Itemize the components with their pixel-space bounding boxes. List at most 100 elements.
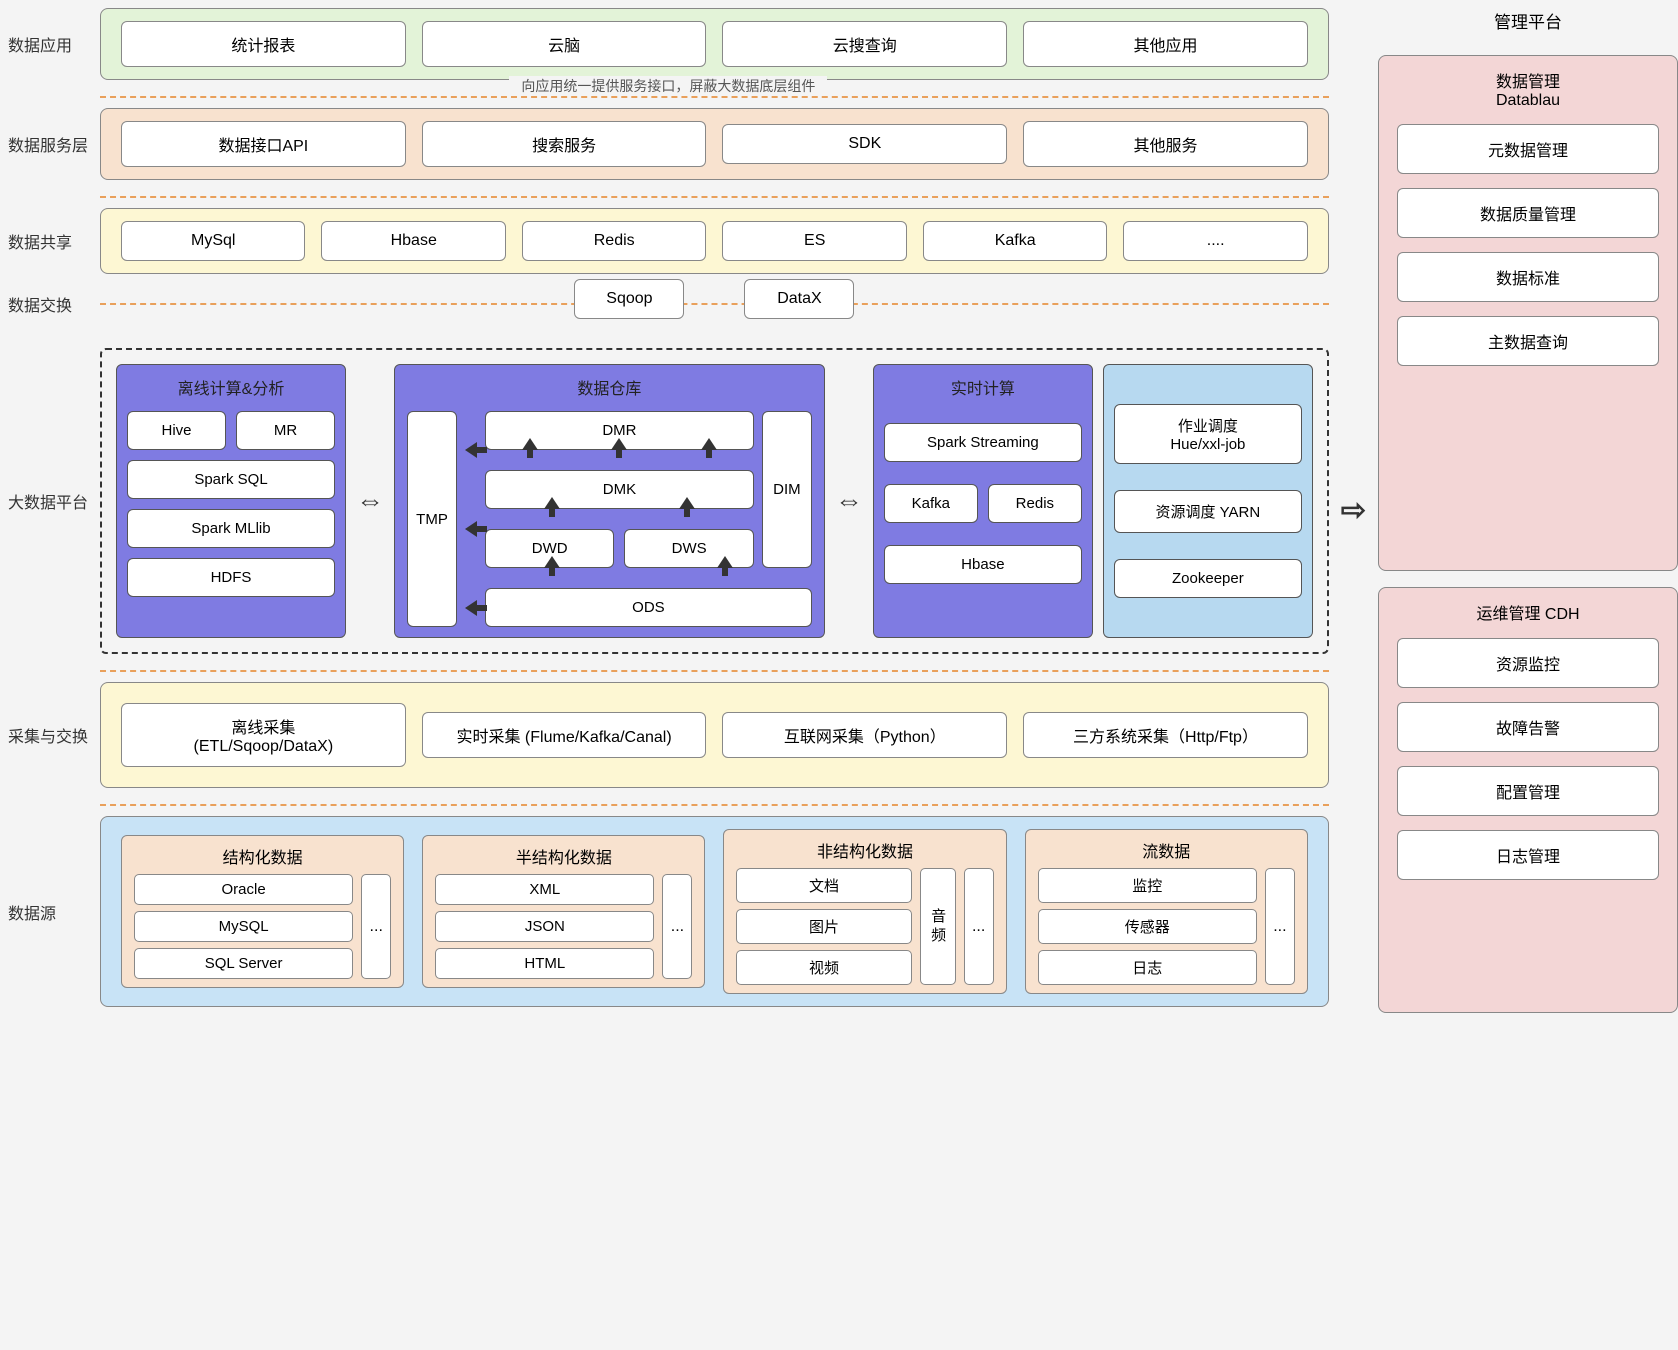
offline-item: MR <box>236 411 335 450</box>
mgmt-group2: 运维管理 CDH 资源监控 故障告警 配置管理 日志管理 <box>1378 587 1678 1014</box>
source-item: 文档 <box>736 868 911 903</box>
wh-tmp: TMP <box>407 411 457 627</box>
exchange-items: Sqoop DataX <box>100 279 1329 319</box>
source-item: JSON <box>435 911 654 942</box>
layer-label-service: 数据服务层 <box>8 132 100 156</box>
source-item: 传感器 <box>1038 909 1257 944</box>
left-arrow-icon <box>465 442 477 458</box>
offline-item: Hive <box>127 411 226 450</box>
source-more: ... <box>964 868 994 985</box>
source-list: 监控传感器日志 <box>1038 868 1257 985</box>
share-item: Hbase <box>321 221 505 261</box>
mgmt-item: 元数据管理 <box>1397 124 1659 174</box>
mgmt-item: 故障告警 <box>1397 702 1659 752</box>
mgmt-header: 管理平台 <box>1378 8 1678 33</box>
wh-dim: DIM <box>762 411 812 568</box>
divider <box>100 196 1329 198</box>
source-body: 监控传感器日志... <box>1038 868 1295 985</box>
sched-panel: 作业调度 Hue/xxl-job 资源调度 YARN Zookeeper <box>1103 364 1313 638</box>
realtime-item: Spark Streaming <box>884 423 1082 462</box>
share-item: .... <box>1123 221 1307 261</box>
source-item: XML <box>435 874 654 905</box>
mgmt-g2-title: 运维管理 CDH <box>1397 600 1659 624</box>
offline-panel: 离线计算&分析 Hive MR Spark SQL Spark MLlib HD… <box>116 364 346 638</box>
mgmt-item: 数据标准 <box>1397 252 1659 302</box>
offline-item: Spark MLlib <box>127 509 335 548</box>
layer-share: 数据共享 MySql Hbase Redis ES Kafka .... <box>8 208 1329 274</box>
layer-source: 数据源 结构化数据OracleMySQLSQL Server...半结构化数据X… <box>8 816 1329 1007</box>
warehouse-title: 数据仓库 <box>407 375 812 399</box>
source-more: ... <box>361 874 391 979</box>
collect-container: 离线采集 (ETL/Sqoop/DataX) 实时采集 (Flume/Kafka… <box>100 682 1329 788</box>
service-item: 其他服务 <box>1023 121 1308 167</box>
source-group: 非结构化数据文档图片视频音频... <box>723 829 1006 994</box>
mgmt-item: 数据质量管理 <box>1397 188 1659 238</box>
service-item: SDK <box>722 124 1007 164</box>
app-item: 其他应用 <box>1023 21 1308 67</box>
offline-item: HDFS <box>127 558 335 597</box>
bigdata-container: 离线计算&分析 Hive MR Spark SQL Spark MLlib HD… <box>100 348 1329 654</box>
share-item: ES <box>722 221 906 261</box>
wh-dmk: DMK <box>485 470 754 509</box>
warehouse-panel: 数据仓库 TMP DMR <box>394 364 825 638</box>
left-arrow-icon <box>465 521 477 537</box>
exchange-item: DataX <box>744 279 854 319</box>
share-container: MySql Hbase Redis ES Kafka .... <box>100 208 1329 274</box>
right-arrow-icon: ⇨ <box>1341 493 1366 528</box>
up-arrow-icon <box>522 438 538 450</box>
source-list: XML JSON HTML <box>435 874 654 979</box>
divider <box>100 804 1329 806</box>
source-group: 流数据监控传感器日志... <box>1025 829 1308 994</box>
up-arrow-icon <box>544 556 560 568</box>
layer-label-app: 数据应用 <box>8 32 100 56</box>
mgmt-item: 配置管理 <box>1397 766 1659 816</box>
sched-item: Zookeeper <box>1114 559 1302 598</box>
mgmt-item: 主数据查询 <box>1397 316 1659 366</box>
up-arrow-icon <box>717 556 733 568</box>
layer-label-exchange: 数据交换 <box>8 292 100 316</box>
layer-label-collect: 采集与交换 <box>8 723 100 747</box>
left-column: 数据应用 统计报表 云脑 云搜查询 其他应用 向应用统一提供服务接口，屏蔽大数据… <box>8 8 1329 1013</box>
collect-item: 离线采集 (ETL/Sqoop/DataX) <box>121 703 406 767</box>
layer-label-share: 数据共享 <box>8 229 100 253</box>
source-more: ... <box>1265 868 1295 985</box>
source-title: 非结构化数据 <box>736 838 993 862</box>
share-item: Redis <box>522 221 706 261</box>
source-title: 结构化数据 <box>134 844 391 868</box>
source-item: 日志 <box>1038 950 1257 985</box>
up-arrow-icon <box>544 497 560 509</box>
offline-row1: Hive MR <box>127 411 335 450</box>
wh-dws: DWS <box>624 529 753 568</box>
diagram-root: 数据应用 统计报表 云脑 云搜查询 其他应用 向应用统一提供服务接口，屏蔽大数据… <box>8 8 1678 1013</box>
source-item: HTML <box>435 948 654 979</box>
mgmt-group1: 数据管理 Datablau 元数据管理 数据质量管理 数据标准 主数据查询 <box>1378 55 1678 571</box>
collect-item: 三方系统采集（Http/Ftp） <box>1023 712 1308 758</box>
source-group: 结构化数据 OracleMySQLSQL Server... <box>121 835 404 988</box>
exchange-item: Sqoop <box>574 279 684 319</box>
app-container: 统计报表 云脑 云搜查询 其他应用 <box>100 8 1329 80</box>
sched-item: 资源调度 YARN <box>1114 490 1302 533</box>
realtime-item: Hbase <box>884 545 1082 584</box>
layer-app: 数据应用 统计报表 云脑 云搜查询 其他应用 <box>8 8 1329 80</box>
service-item: 搜索服务 <box>422 121 707 167</box>
layer-exchange: 数据交换 Sqoop DataX <box>8 292 1329 316</box>
right-column: 管理平台 数据管理 Datablau 元数据管理 数据质量管理 数据标准 主数据… <box>1378 8 1678 1013</box>
left-arrow-icon <box>465 600 477 616</box>
source-item: MySQL <box>134 911 353 942</box>
mgmt-item: 资源监控 <box>1397 638 1659 688</box>
double-arrow-icon: ⇔ <box>356 485 384 517</box>
service-item: 数据接口API <box>121 121 406 167</box>
source-body: OracleMySQLSQL Server... <box>134 874 391 979</box>
offline-item: Spark SQL <box>127 460 335 499</box>
share-item: MySql <box>121 221 305 261</box>
source-body: XMLJSONHTML... <box>435 874 692 979</box>
layer-label-bigdata: 大数据平台 <box>8 489 100 513</box>
divider <box>100 670 1329 672</box>
source-body: 文档图片视频音频... <box>736 868 993 985</box>
source-item: 监控 <box>1038 868 1257 903</box>
source-title: 半结构化数据 <box>435 844 692 868</box>
sched-item: 作业调度 Hue/xxl-job <box>1114 404 1302 464</box>
source-container: 结构化数据 OracleMySQLSQL Server... 半结构化数据 XML JS… <box>100 816 1329 1007</box>
share-item: Kafka <box>923 221 1107 261</box>
layer-service: 数据服务层 数据接口API 搜索服务 SDK 其他服务 <box>8 108 1329 180</box>
